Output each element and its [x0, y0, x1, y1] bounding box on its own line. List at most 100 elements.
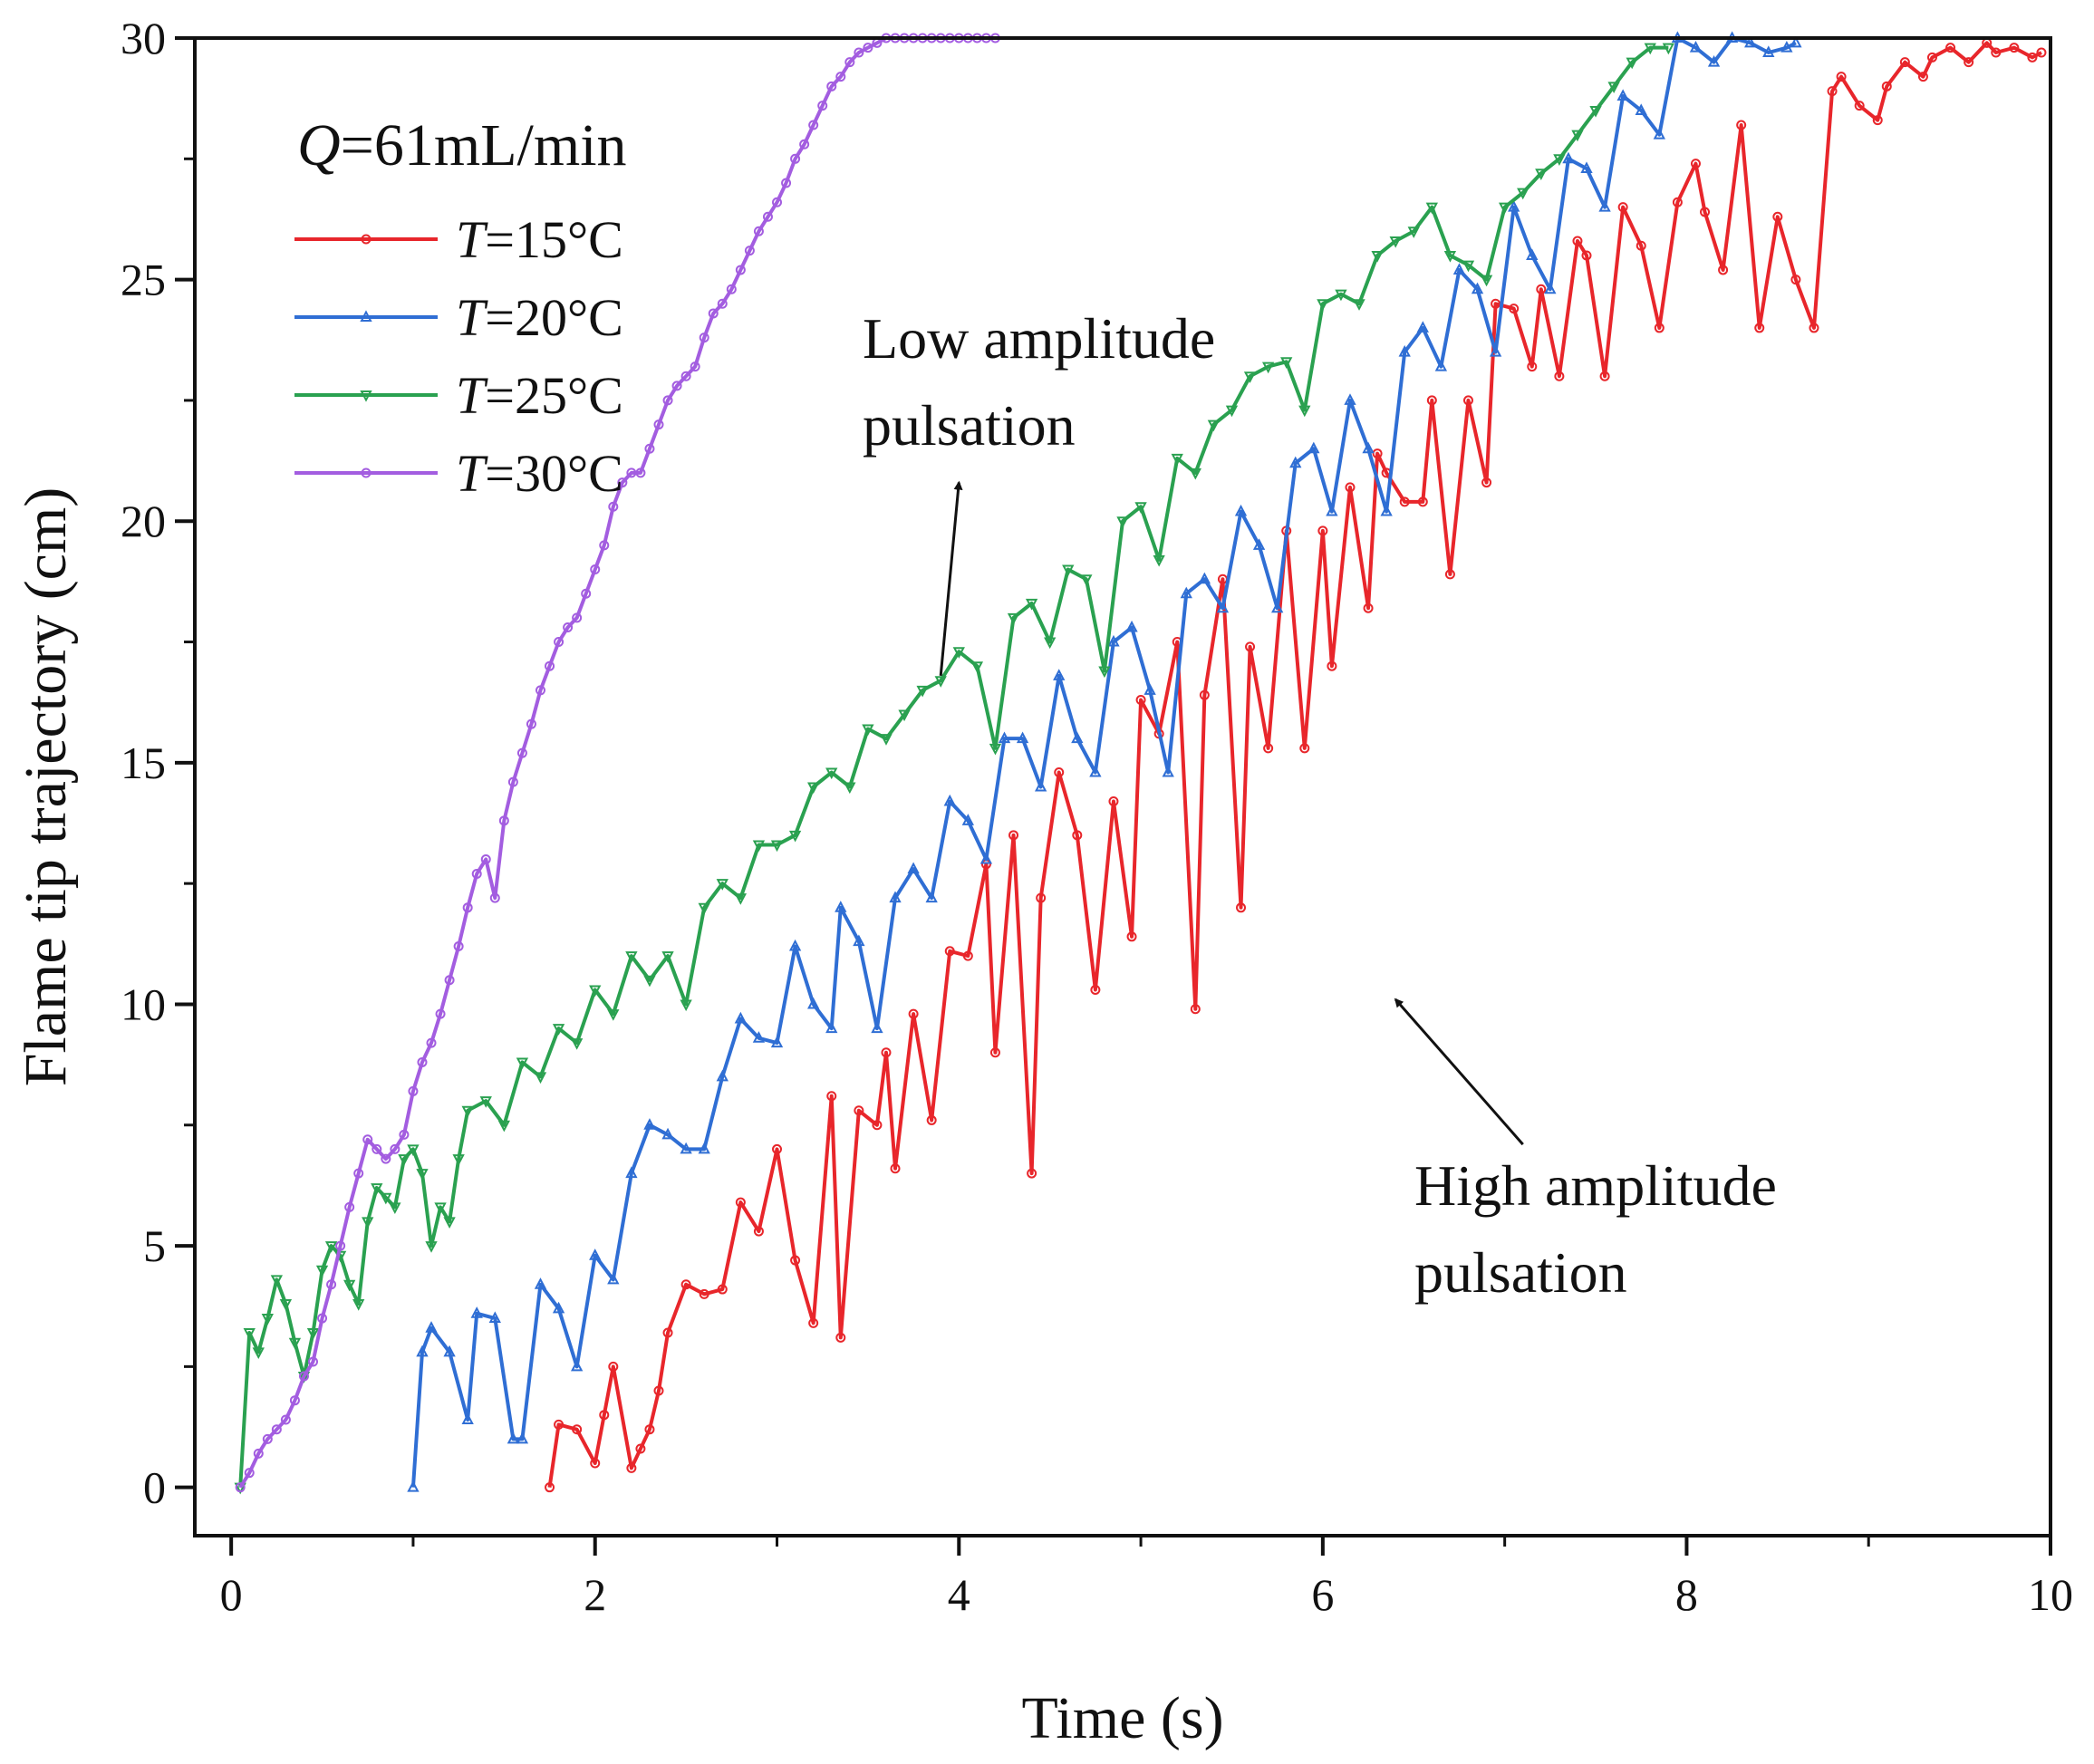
annotation-2: High amplitude pulsation — [1394, 998, 1777, 1305]
data-point — [1080, 574, 1093, 586]
data-point — [1171, 453, 1183, 466]
data-point — [626, 468, 637, 478]
data-point — [1417, 496, 1428, 507]
data-point — [2027, 52, 2038, 63]
data-point — [1462, 395, 1473, 406]
data-point — [1790, 35, 1802, 48]
data-point — [1027, 1168, 1037, 1179]
data-point — [488, 1311, 501, 1324]
data-point — [1762, 45, 1775, 57]
data-point — [1126, 931, 1137, 942]
data-point — [1617, 202, 1628, 213]
data-point — [516, 1431, 529, 1444]
data-point — [298, 1371, 309, 1382]
data-point — [1426, 395, 1437, 406]
data-point — [826, 81, 837, 92]
data-point — [343, 1279, 356, 1292]
data-point — [680, 1279, 691, 1290]
data-point — [1662, 43, 1675, 55]
data-point — [335, 1240, 346, 1251]
data-point — [1636, 240, 1646, 251]
data-point — [280, 1414, 291, 1425]
data-point — [1626, 57, 1638, 70]
data-point — [1553, 154, 1566, 166]
data-point — [1562, 151, 1575, 164]
data-point — [790, 153, 801, 164]
data-point — [671, 381, 682, 391]
data-point — [2036, 47, 2047, 58]
data-point — [1616, 89, 1629, 101]
data-point — [807, 782, 820, 795]
data-point — [925, 891, 938, 903]
data-point — [881, 1047, 892, 1058]
data-point — [989, 743, 1002, 756]
data-point — [243, 1328, 256, 1340]
data-point — [699, 333, 709, 343]
data-point — [835, 72, 846, 82]
data-point — [607, 1272, 620, 1285]
data-point — [799, 139, 810, 149]
data-point — [461, 1412, 474, 1425]
data-point — [1216, 601, 1230, 613]
data-point — [825, 767, 838, 780]
annotation-1: Low amplitude pulsation — [863, 306, 1215, 676]
data-point — [1025, 598, 1038, 611]
legend-item: T=20°C — [294, 288, 623, 347]
data-point — [961, 814, 974, 825]
data-point — [572, 612, 583, 623]
data-point — [1271, 601, 1284, 613]
data-point — [735, 1197, 746, 1208]
data-point — [726, 284, 737, 294]
data-point — [1252, 538, 1266, 550]
data-point — [872, 1120, 883, 1131]
data-point — [1125, 620, 1138, 632]
data-point — [1527, 361, 1538, 372]
data-point — [353, 1168, 364, 1179]
data-point — [1744, 35, 1757, 48]
data-point — [835, 1332, 846, 1343]
data-point — [817, 101, 828, 111]
y-tick-label: 15 — [121, 737, 166, 788]
data-point — [889, 891, 902, 903]
data-point — [1162, 765, 1174, 777]
data-point — [389, 1202, 401, 1215]
data-point — [1544, 282, 1557, 294]
legend-label: T=25°C — [456, 366, 623, 425]
data-point — [581, 588, 592, 599]
data-point — [1580, 161, 1593, 173]
data-point — [452, 1154, 465, 1166]
data-point — [570, 1359, 584, 1372]
data-point — [1653, 127, 1665, 140]
data-point — [1207, 419, 1221, 432]
data-point — [361, 234, 372, 245]
data-point — [916, 685, 929, 698]
data-point — [589, 1248, 602, 1260]
data-point — [1598, 199, 1611, 212]
data-point — [908, 1008, 919, 1019]
data-point — [1261, 361, 1275, 374]
data-point — [944, 946, 955, 957]
data-point — [1362, 441, 1375, 454]
data-point — [398, 1154, 410, 1166]
data-point — [453, 940, 464, 951]
data-point — [1344, 393, 1356, 405]
data-point — [1280, 357, 1293, 369]
data-point — [943, 794, 956, 806]
data-point — [599, 1410, 610, 1421]
data-point — [752, 1031, 766, 1043]
y-tick-label: 25 — [121, 255, 166, 305]
data-point — [443, 1345, 456, 1357]
data-point — [698, 902, 710, 915]
data-point — [288, 1337, 302, 1350]
data-point — [1090, 984, 1101, 995]
data-point — [407, 1144, 420, 1157]
data-point — [680, 371, 691, 381]
x-tick-label: 10 — [2028, 1569, 2073, 1620]
annotation-arrow — [939, 480, 963, 676]
data-point — [1236, 902, 1247, 913]
data-point — [554, 1419, 565, 1430]
data-point — [844, 57, 855, 68]
data-point — [416, 1345, 429, 1357]
data-point — [545, 660, 555, 671]
data-point — [534, 1277, 547, 1289]
